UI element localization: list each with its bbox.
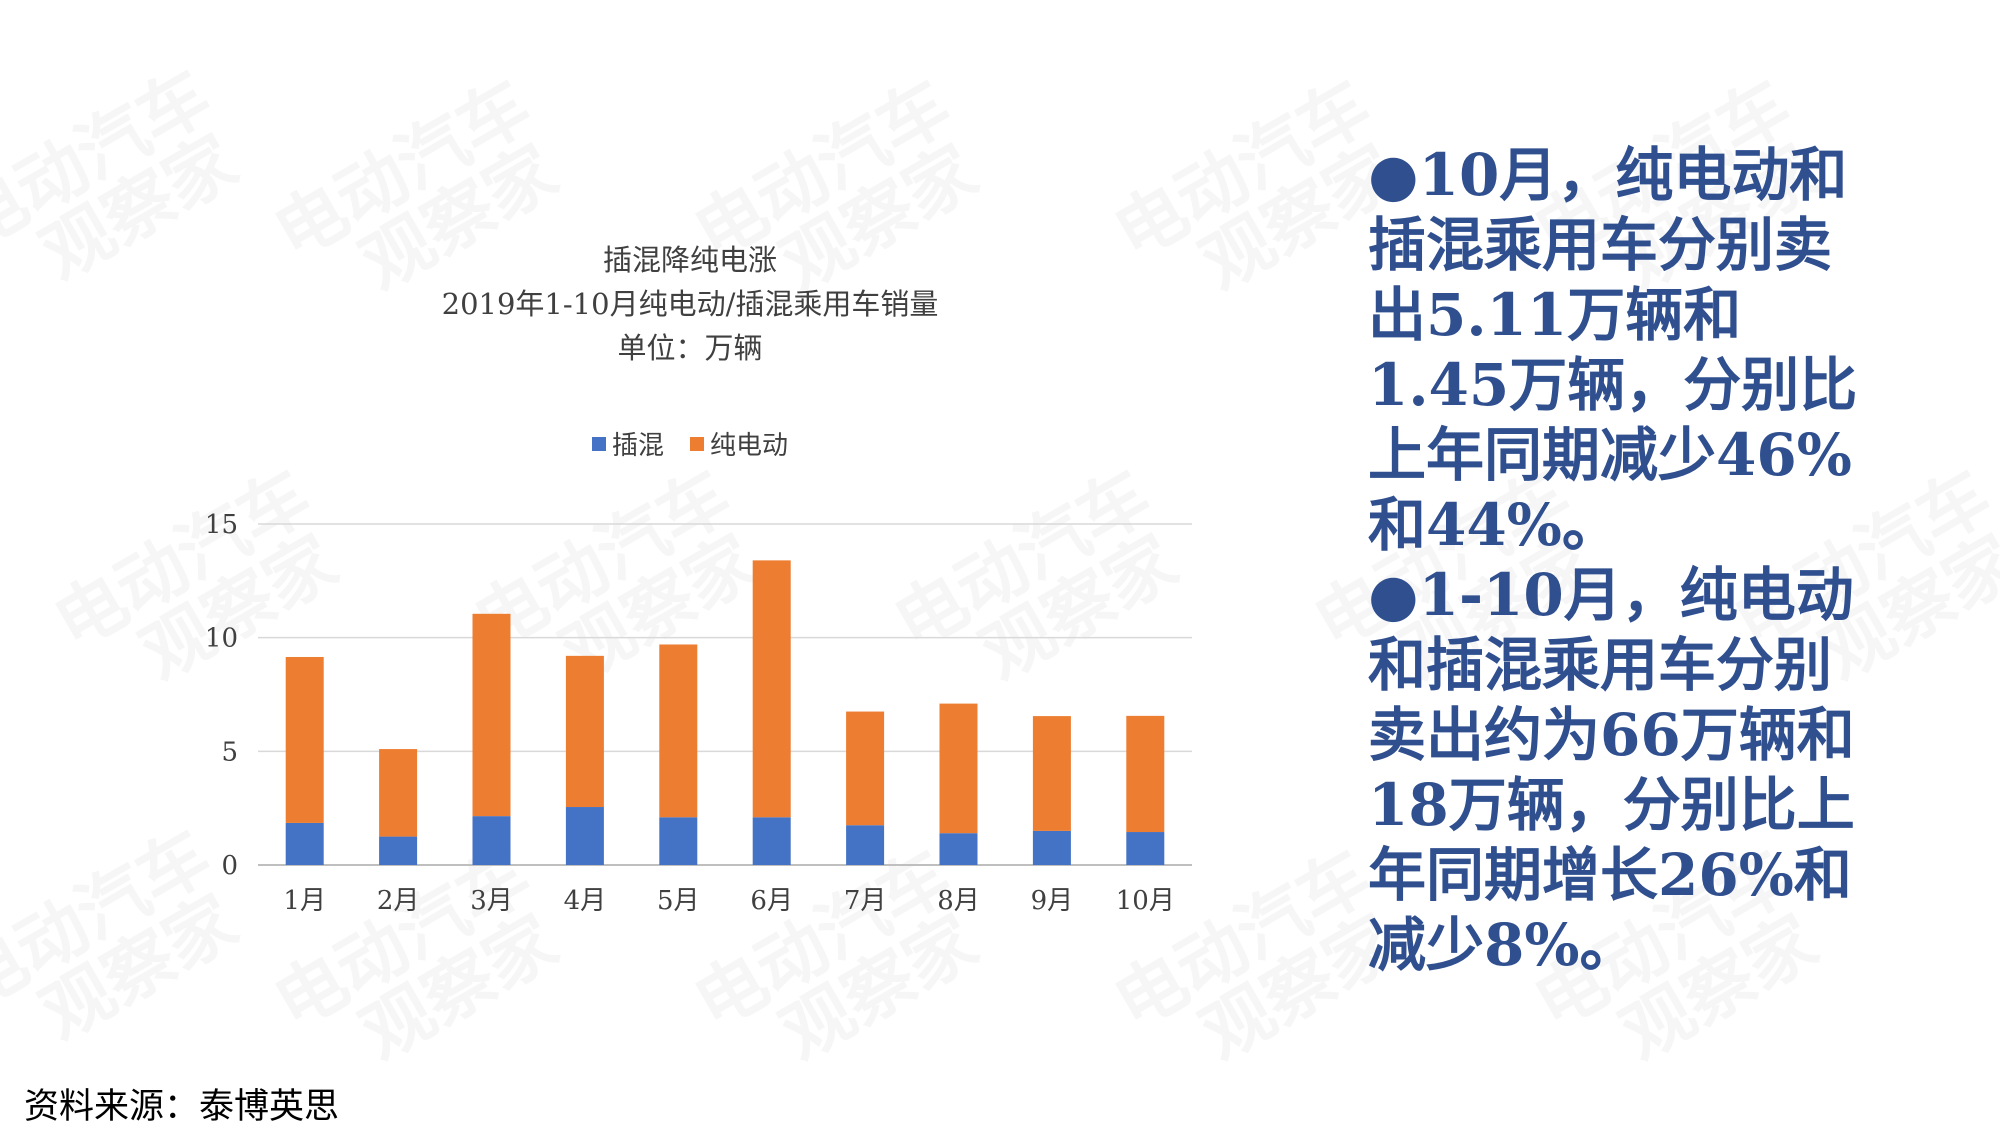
bar-bev (565, 655, 604, 808)
legend-swatch-bev (690, 436, 704, 451)
x-tick-label: 6月 (750, 886, 793, 916)
bar-bev (659, 644, 698, 818)
bar-bev (939, 703, 978, 834)
x-tick-label: 2月 (377, 886, 420, 916)
bar-phev (659, 817, 698, 865)
x-tick-label: 3月 (470, 886, 513, 916)
source-note: 资料来源：泰博英思 (24, 1087, 340, 1127)
bar-phev (939, 833, 978, 865)
x-tick-label: 9月 (1031, 886, 1074, 916)
commentary-jan-oct: ●1-10月，纯电动和插混乘用车分别卖出约为66万辆和18万辆，分别比上年同期增… (1368, 561, 1855, 979)
bar-phev (1126, 832, 1165, 865)
chart-legend: 插混 纯电动 (300, 425, 1080, 462)
bar-phev (472, 816, 511, 865)
bar-phev (752, 817, 791, 865)
bar-bev (846, 711, 885, 826)
bar-bev (379, 749, 418, 837)
commentary: ●10月，纯电动和插混乘用车分别卖出5.11万辆和1.45万辆，分别比上年同期减… (1368, 140, 1868, 980)
bar-phev (379, 836, 418, 865)
chart-title-block: 插混降纯电涨 2019年1-10月纯电动/插混乘用车销量 单位：万辆 (300, 238, 1080, 370)
bar-bev (472, 613, 511, 817)
legend-swatch-phev (591, 436, 606, 451)
x-tick-label: 5月 (657, 886, 700, 916)
bar-phev (565, 807, 604, 865)
y-tick-label: 0 (221, 851, 238, 881)
bar-bev (285, 656, 324, 823)
bar-bev (1032, 716, 1071, 831)
legend-label-phev: 插混 (611, 431, 664, 461)
bar-phev (846, 825, 885, 865)
legend-item-bev: 纯电动 (690, 425, 788, 462)
commentary-october: ●10月，纯电动和插混乘用车分别卖出5.11万辆和1.45万辆，分别比上年同期减… (1368, 141, 1858, 559)
y-tick-label: 10 (205, 624, 238, 654)
x-tick-label: 4月 (564, 886, 607, 916)
chart-subtitle: 2019年1-10月纯电动/插混乘用车销量 (441, 287, 939, 321)
legend-label-bev: 纯电动 (710, 431, 789, 461)
x-tick-label: 1月 (283, 886, 326, 916)
bar-phev (285, 822, 324, 865)
bar-phev (1032, 830, 1071, 865)
x-tick-label: 10月 (1116, 886, 1175, 916)
chart-unit: 单位：万辆 (617, 331, 763, 365)
chart-title: 插混降纯电涨 (602, 243, 777, 277)
y-tick-label: 5 (221, 737, 238, 767)
x-tick-label: 7月 (844, 886, 887, 916)
legend-item-phev: 插混 (591, 425, 664, 462)
bar-bev (752, 560, 791, 818)
bar-bev (1126, 715, 1165, 833)
y-tick-label: 15 (205, 510, 238, 540)
x-tick-label: 8月 (937, 886, 980, 916)
